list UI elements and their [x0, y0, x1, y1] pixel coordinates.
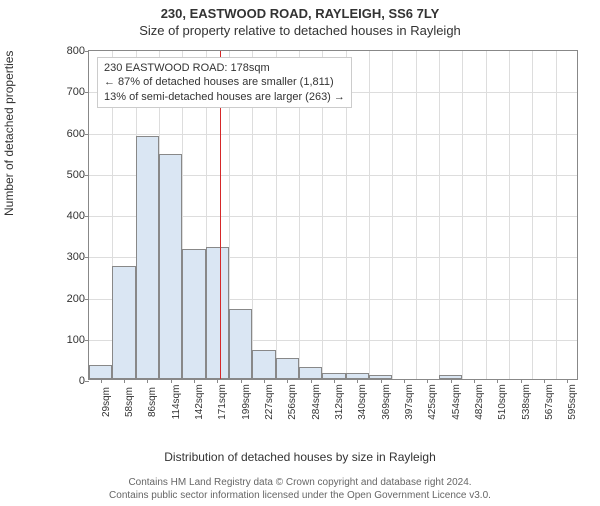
- histogram-bar: [182, 249, 205, 379]
- y-axis-label: Number of detached properties: [2, 51, 16, 216]
- footer: Contains HM Land Registry data © Crown c…: [0, 476, 600, 502]
- xtick-label: 567sqm: [544, 384, 555, 420]
- ytick-label: 700: [57, 86, 85, 98]
- xtick-mark: [124, 379, 125, 383]
- xtick-mark: [241, 379, 242, 383]
- histogram-bar: [206, 247, 229, 379]
- xtick-mark: [264, 379, 265, 383]
- xtick-mark: [497, 379, 498, 383]
- histogram-bar: [136, 136, 159, 379]
- xtick-mark: [217, 379, 218, 383]
- ytick-label: 500: [57, 169, 85, 181]
- ytick-label: 800: [57, 45, 85, 57]
- xtick-label: 425sqm: [427, 384, 438, 420]
- xtick-mark: [101, 379, 102, 383]
- ytick-label: 100: [57, 334, 85, 346]
- xtick-mark: [451, 379, 452, 383]
- xtick-mark: [521, 379, 522, 383]
- ytick-label: 400: [57, 210, 85, 222]
- ytick-mark: [85, 381, 89, 382]
- footer-line2: Contains public sector information licen…: [0, 489, 600, 502]
- page-subtitle: Size of property relative to detached ho…: [0, 23, 600, 38]
- ytick-label: 0: [57, 375, 85, 387]
- xtick-mark: [474, 379, 475, 383]
- xtick-label: 58sqm: [124, 387, 135, 417]
- xtick-label: 199sqm: [241, 384, 252, 420]
- ytick-mark: [85, 92, 89, 93]
- page-title: 230, EASTWOOD ROAD, RAYLEIGH, SS6 7LY: [0, 6, 600, 21]
- gridline-v: [462, 51, 463, 379]
- x-axis-label: Distribution of detached houses by size …: [0, 450, 600, 464]
- histogram-bar: [112, 266, 135, 379]
- xtick-label: 142sqm: [194, 384, 205, 420]
- ytick-label: 600: [57, 128, 85, 140]
- footer-line1: Contains HM Land Registry data © Crown c…: [0, 476, 600, 489]
- histogram-bar: [299, 367, 322, 379]
- histogram-bar: [229, 309, 252, 379]
- annotation-line: ← 87% of detached houses are smaller (1,…: [104, 75, 345, 89]
- xtick-label: 595sqm: [567, 384, 578, 420]
- xtick-label: 369sqm: [381, 384, 392, 420]
- xtick-label: 454sqm: [451, 384, 462, 420]
- ytick-label: 200: [57, 293, 85, 305]
- gridline-v: [486, 51, 487, 379]
- xtick-mark: [287, 379, 288, 383]
- xtick-label: 340sqm: [357, 384, 368, 420]
- gridline-h: [89, 134, 577, 135]
- ytick-mark: [85, 216, 89, 217]
- xtick-mark: [334, 379, 335, 383]
- ytick-mark: [85, 257, 89, 258]
- gridline-v: [556, 51, 557, 379]
- xtick-label: 397sqm: [404, 384, 415, 420]
- xtick-label: 284sqm: [311, 384, 322, 420]
- gridline-v: [532, 51, 533, 379]
- xtick-label: 312sqm: [334, 384, 345, 420]
- gridline-v: [416, 51, 417, 379]
- plot-area: 010020030040050060070080029sqm58sqm86sqm…: [88, 50, 578, 380]
- xtick-label: 538sqm: [521, 384, 532, 420]
- xtick-label: 171sqm: [217, 384, 228, 420]
- gridline-v: [439, 51, 440, 379]
- xtick-label: 86sqm: [147, 387, 158, 417]
- ytick-label: 300: [57, 251, 85, 263]
- gridline-v: [392, 51, 393, 379]
- gridline-v: [369, 51, 370, 379]
- xtick-mark: [311, 379, 312, 383]
- xtick-mark: [194, 379, 195, 383]
- xtick-label: 256sqm: [287, 384, 298, 420]
- xtick-mark: [171, 379, 172, 383]
- histogram-bar: [89, 365, 112, 379]
- xtick-mark: [147, 379, 148, 383]
- annotation-line: 13% of semi-detached houses are larger (…: [104, 90, 345, 104]
- xtick-mark: [404, 379, 405, 383]
- xtick-label: 510sqm: [497, 384, 508, 420]
- gridline-v: [509, 51, 510, 379]
- annotation-line: 230 EASTWOOD ROAD: 178sqm: [104, 61, 345, 75]
- xtick-mark: [357, 379, 358, 383]
- histogram-bar: [252, 350, 275, 379]
- xtick-mark: [544, 379, 545, 383]
- xtick-mark: [567, 379, 568, 383]
- histogram-bar: [159, 154, 182, 379]
- ytick-mark: [85, 51, 89, 52]
- xtick-mark: [427, 379, 428, 383]
- xtick-label: 114sqm: [171, 385, 182, 420]
- chart-container: 010020030040050060070080029sqm58sqm86sqm…: [52, 50, 582, 420]
- ytick-mark: [85, 175, 89, 176]
- ytick-mark: [85, 134, 89, 135]
- xtick-label: 482sqm: [474, 384, 485, 420]
- xtick-label: 29sqm: [101, 387, 112, 417]
- ytick-mark: [85, 299, 89, 300]
- ytick-mark: [85, 340, 89, 341]
- xtick-label: 227sqm: [264, 384, 275, 420]
- annotation-box: 230 EASTWOOD ROAD: 178sqm← 87% of detach…: [97, 57, 352, 108]
- histogram-bar: [276, 358, 299, 379]
- xtick-mark: [381, 379, 382, 383]
